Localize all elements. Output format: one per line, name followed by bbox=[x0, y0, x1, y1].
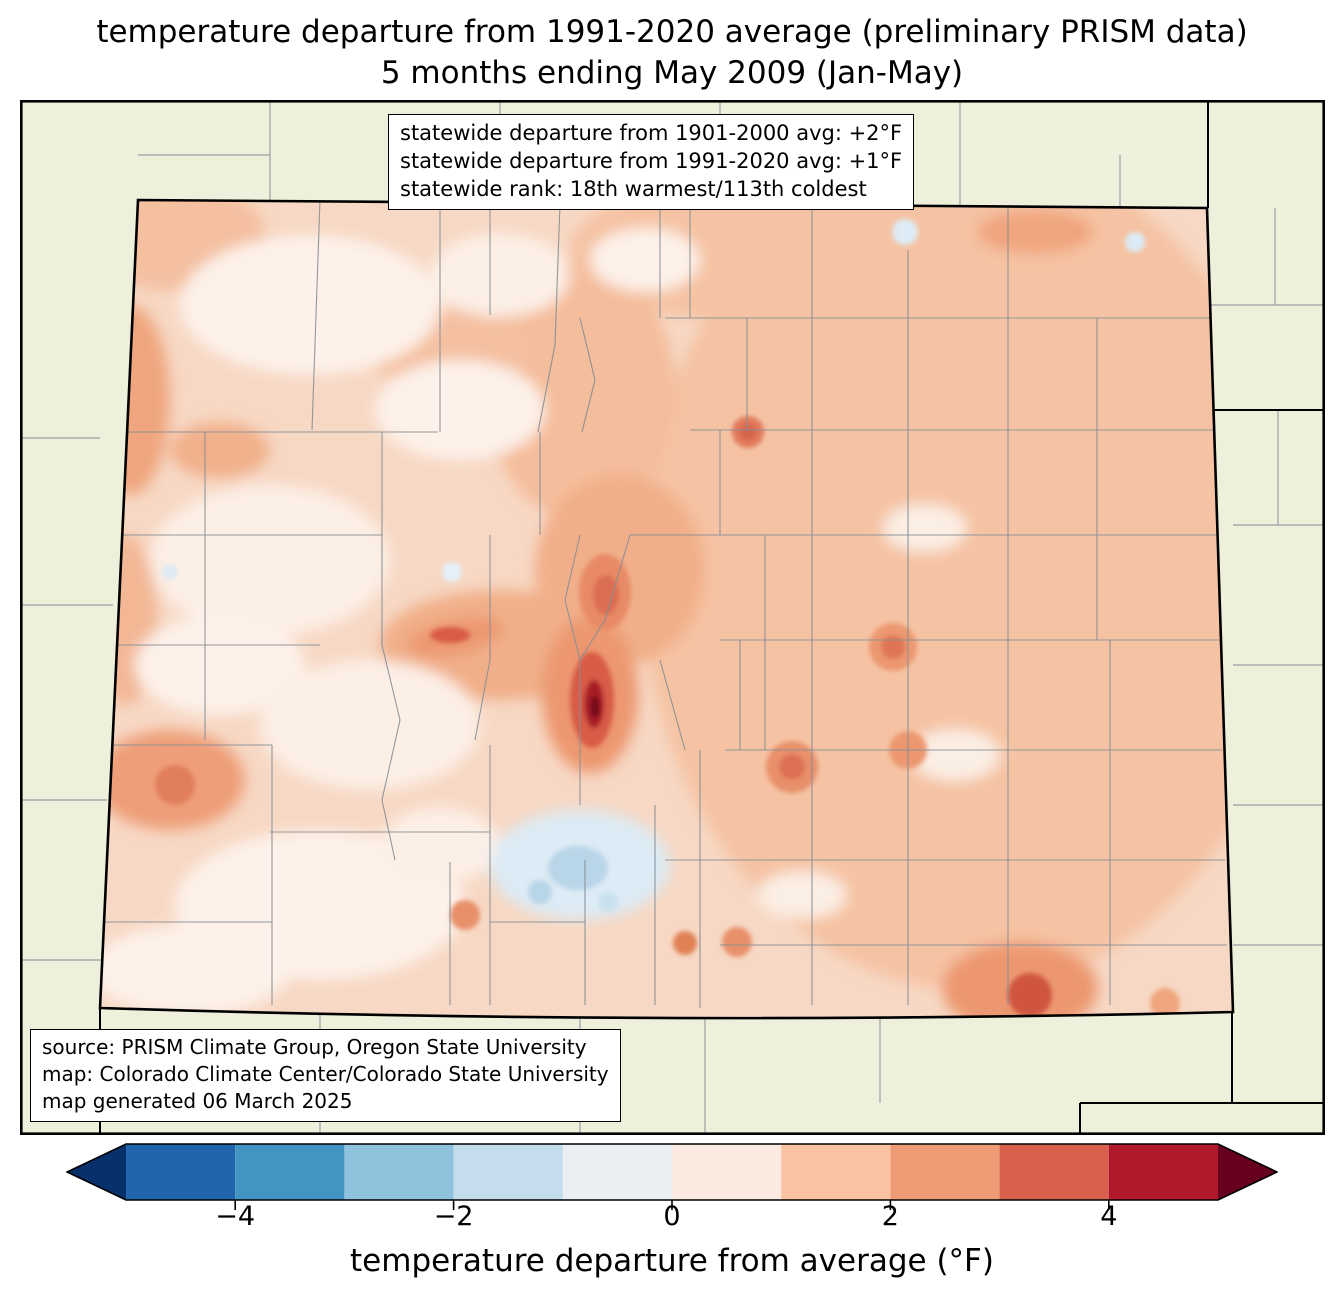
colorbar-axis-label: temperature departure from average (°F) bbox=[350, 1242, 994, 1279]
stats-line-rank: statewide rank: 18th warmest/113th colde… bbox=[400, 177, 867, 202]
map-credit-line: map: Colorado Climate Center/Colorado St… bbox=[42, 1062, 609, 1087]
colorbar-segment bbox=[344, 1143, 454, 1200]
stats-line-1901-2000: statewide departure from 1901-2000 avg: … bbox=[400, 120, 903, 145]
colorbar-tick-label: 2 bbox=[881, 1200, 899, 1232]
colorbar-tick-label: 0 bbox=[663, 1200, 681, 1232]
colorbar-tick-marks bbox=[234, 1199, 1110, 1210]
colorbar-segment bbox=[672, 1143, 782, 1200]
source-line: source: PRISM Climate Group, Oregon Stat… bbox=[42, 1035, 587, 1060]
colorbar-outline bbox=[65, 1143, 1279, 1201]
colorbar-arrow-left bbox=[67, 1143, 126, 1200]
source-attribution-box: source: PRISM Climate Group, Oregon Stat… bbox=[30, 1029, 621, 1122]
statewide-stats-box: statewide departure from 1901-2000 avg: … bbox=[388, 113, 915, 211]
colorbar-segment bbox=[890, 1143, 1000, 1200]
temperature-field-hotspots bbox=[155, 218, 1180, 1018]
colorbar: −4 −2 0 2 4 bbox=[65, 1143, 1279, 1243]
colorbar-tick-label: −2 bbox=[433, 1200, 474, 1232]
stats-line-1991-2020: statewide departure from 1991-2020 avg: … bbox=[400, 148, 903, 173]
figure-title: temperature departure from 1991-2020 ave… bbox=[0, 0, 1344, 94]
colorbar-segment bbox=[999, 1143, 1109, 1200]
colorbar-tick-label: 4 bbox=[1100, 1200, 1118, 1232]
colorbar-segment bbox=[781, 1143, 891, 1200]
colorbar-svg bbox=[65, 1143, 1279, 1210]
colorbar-segment bbox=[126, 1143, 236, 1200]
colorbar-segment bbox=[562, 1143, 672, 1200]
colorado-temperature-map: statewide departure from 1901-2000 avg: … bbox=[20, 99, 1325, 1135]
map-generated-line: map generated 06 March 2025 bbox=[42, 1089, 353, 1114]
colorbar-segment bbox=[453, 1143, 563, 1200]
colorbar-segment bbox=[235, 1143, 345, 1200]
colorbar-arrow-right bbox=[1218, 1143, 1277, 1200]
colorbar-segment bbox=[1108, 1143, 1218, 1200]
colorbar-tick-label: −4 bbox=[215, 1200, 256, 1232]
county-lines bbox=[100, 199, 1227, 1008]
colorado-map-svg bbox=[20, 99, 1325, 1135]
temperature-field bbox=[100, 199, 1233, 1018]
map-frame bbox=[20, 99, 1325, 1135]
title-line-1: temperature departure from 1991-2020 ave… bbox=[96, 14, 1248, 50]
colorado-state-border bbox=[98, 198, 1235, 1020]
title-line-2: 5 months ending May 2009 (Jan-May) bbox=[380, 54, 964, 91]
